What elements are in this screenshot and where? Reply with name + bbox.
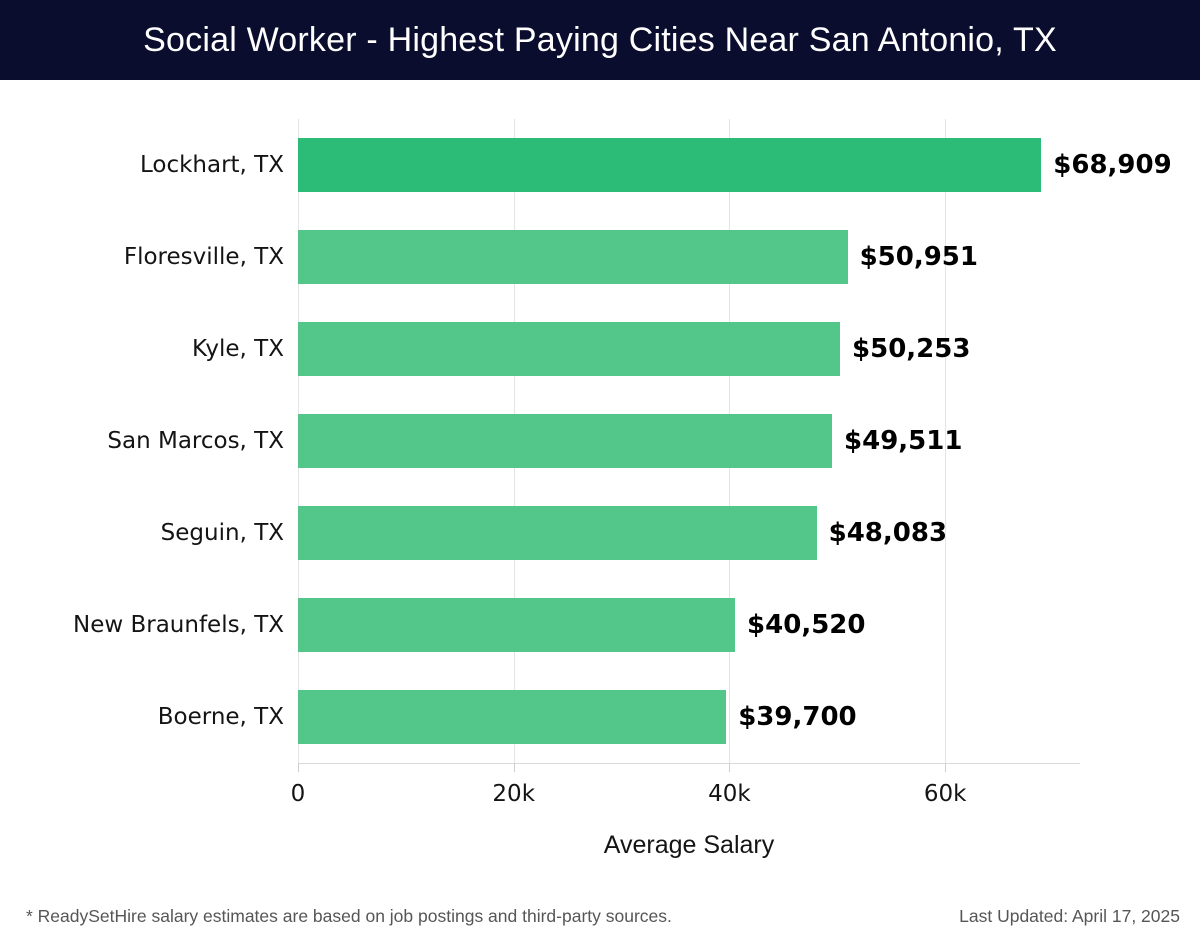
value-label: $50,951 — [859, 242, 978, 272]
value-label: $40,520 — [747, 610, 866, 640]
bar-row: Floresville, TX $50,951 — [0, 211, 1200, 303]
bar — [298, 506, 817, 560]
footer: * ReadySetHire salary estimates are base… — [0, 906, 1200, 927]
chart-title: Social Worker - Highest Paying Cities Ne… — [143, 20, 1057, 59]
last-updated: Last Updated: April 17, 2025 — [959, 906, 1180, 926]
category-label: Seguin, TX — [160, 520, 284, 546]
value-label: $39,700 — [738, 702, 857, 732]
bar — [298, 322, 841, 376]
value-label: $49,511 — [844, 426, 963, 456]
tick-mark — [729, 763, 731, 772]
bar — [298, 138, 1042, 192]
bar-row: Kyle, TX $50,253 — [0, 303, 1200, 395]
bar-track: $50,951 — [298, 230, 1080, 284]
value-label: $68,909 — [1053, 150, 1172, 180]
category-label: Kyle, TX — [192, 336, 284, 362]
bar-track: $39,700 — [298, 690, 1080, 744]
bar-rows: Lockhart, TX $68,909 Floresville, TX $50,95… — [0, 119, 1200, 763]
bar-row: New Braunfels, TX $40,520 — [0, 579, 1200, 671]
bar-track: $48,083 — [298, 506, 1080, 560]
x-axis-ticks: 0 20k 40k 60k — [291, 763, 1080, 823]
tick-label: 0 — [290, 781, 306, 807]
category-label: New Braunfels, TX — [72, 612, 284, 638]
bar — [298, 414, 833, 468]
tick-mark — [513, 763, 515, 772]
bar-row: Boerne, TX $39,700 — [0, 671, 1200, 763]
bar-track: $40,520 — [298, 598, 1080, 652]
x-axis-title: Average Salary — [603, 831, 775, 859]
tick-mark — [945, 763, 947, 772]
category-label: Lockhart, TX — [139, 152, 284, 178]
category-label: Floresville, TX — [123, 244, 284, 270]
bar-row: Lockhart, TX $68,909 — [0, 119, 1200, 211]
bar-row: Seguin, TX $48,083 — [0, 487, 1200, 579]
category-label: San Marcos, TX — [107, 428, 284, 454]
category-label: Boerne, TX — [157, 704, 284, 730]
bar — [298, 690, 727, 744]
value-label: $48,083 — [828, 518, 948, 548]
bar-track: $68,909 — [298, 138, 1172, 192]
bar-track: $49,511 — [298, 414, 1080, 468]
bar-row: San Marcos, TX $49,511 — [0, 395, 1200, 487]
tick-label: 60k — [923, 781, 967, 807]
tick-mark — [298, 763, 299, 772]
footnote: * ReadySetHire salary estimates are base… — [26, 906, 672, 926]
value-label: $50,253 — [852, 334, 971, 364]
bar — [298, 230, 848, 284]
tick-label: 40k — [708, 781, 751, 807]
gridline — [945, 119, 947, 763]
tick-label: 20k — [492, 781, 536, 807]
bar — [298, 598, 736, 652]
header-banner: Social Worker - Highest Paying Cities Ne… — [0, 0, 1200, 80]
bar-track: $50,253 — [298, 322, 1080, 376]
